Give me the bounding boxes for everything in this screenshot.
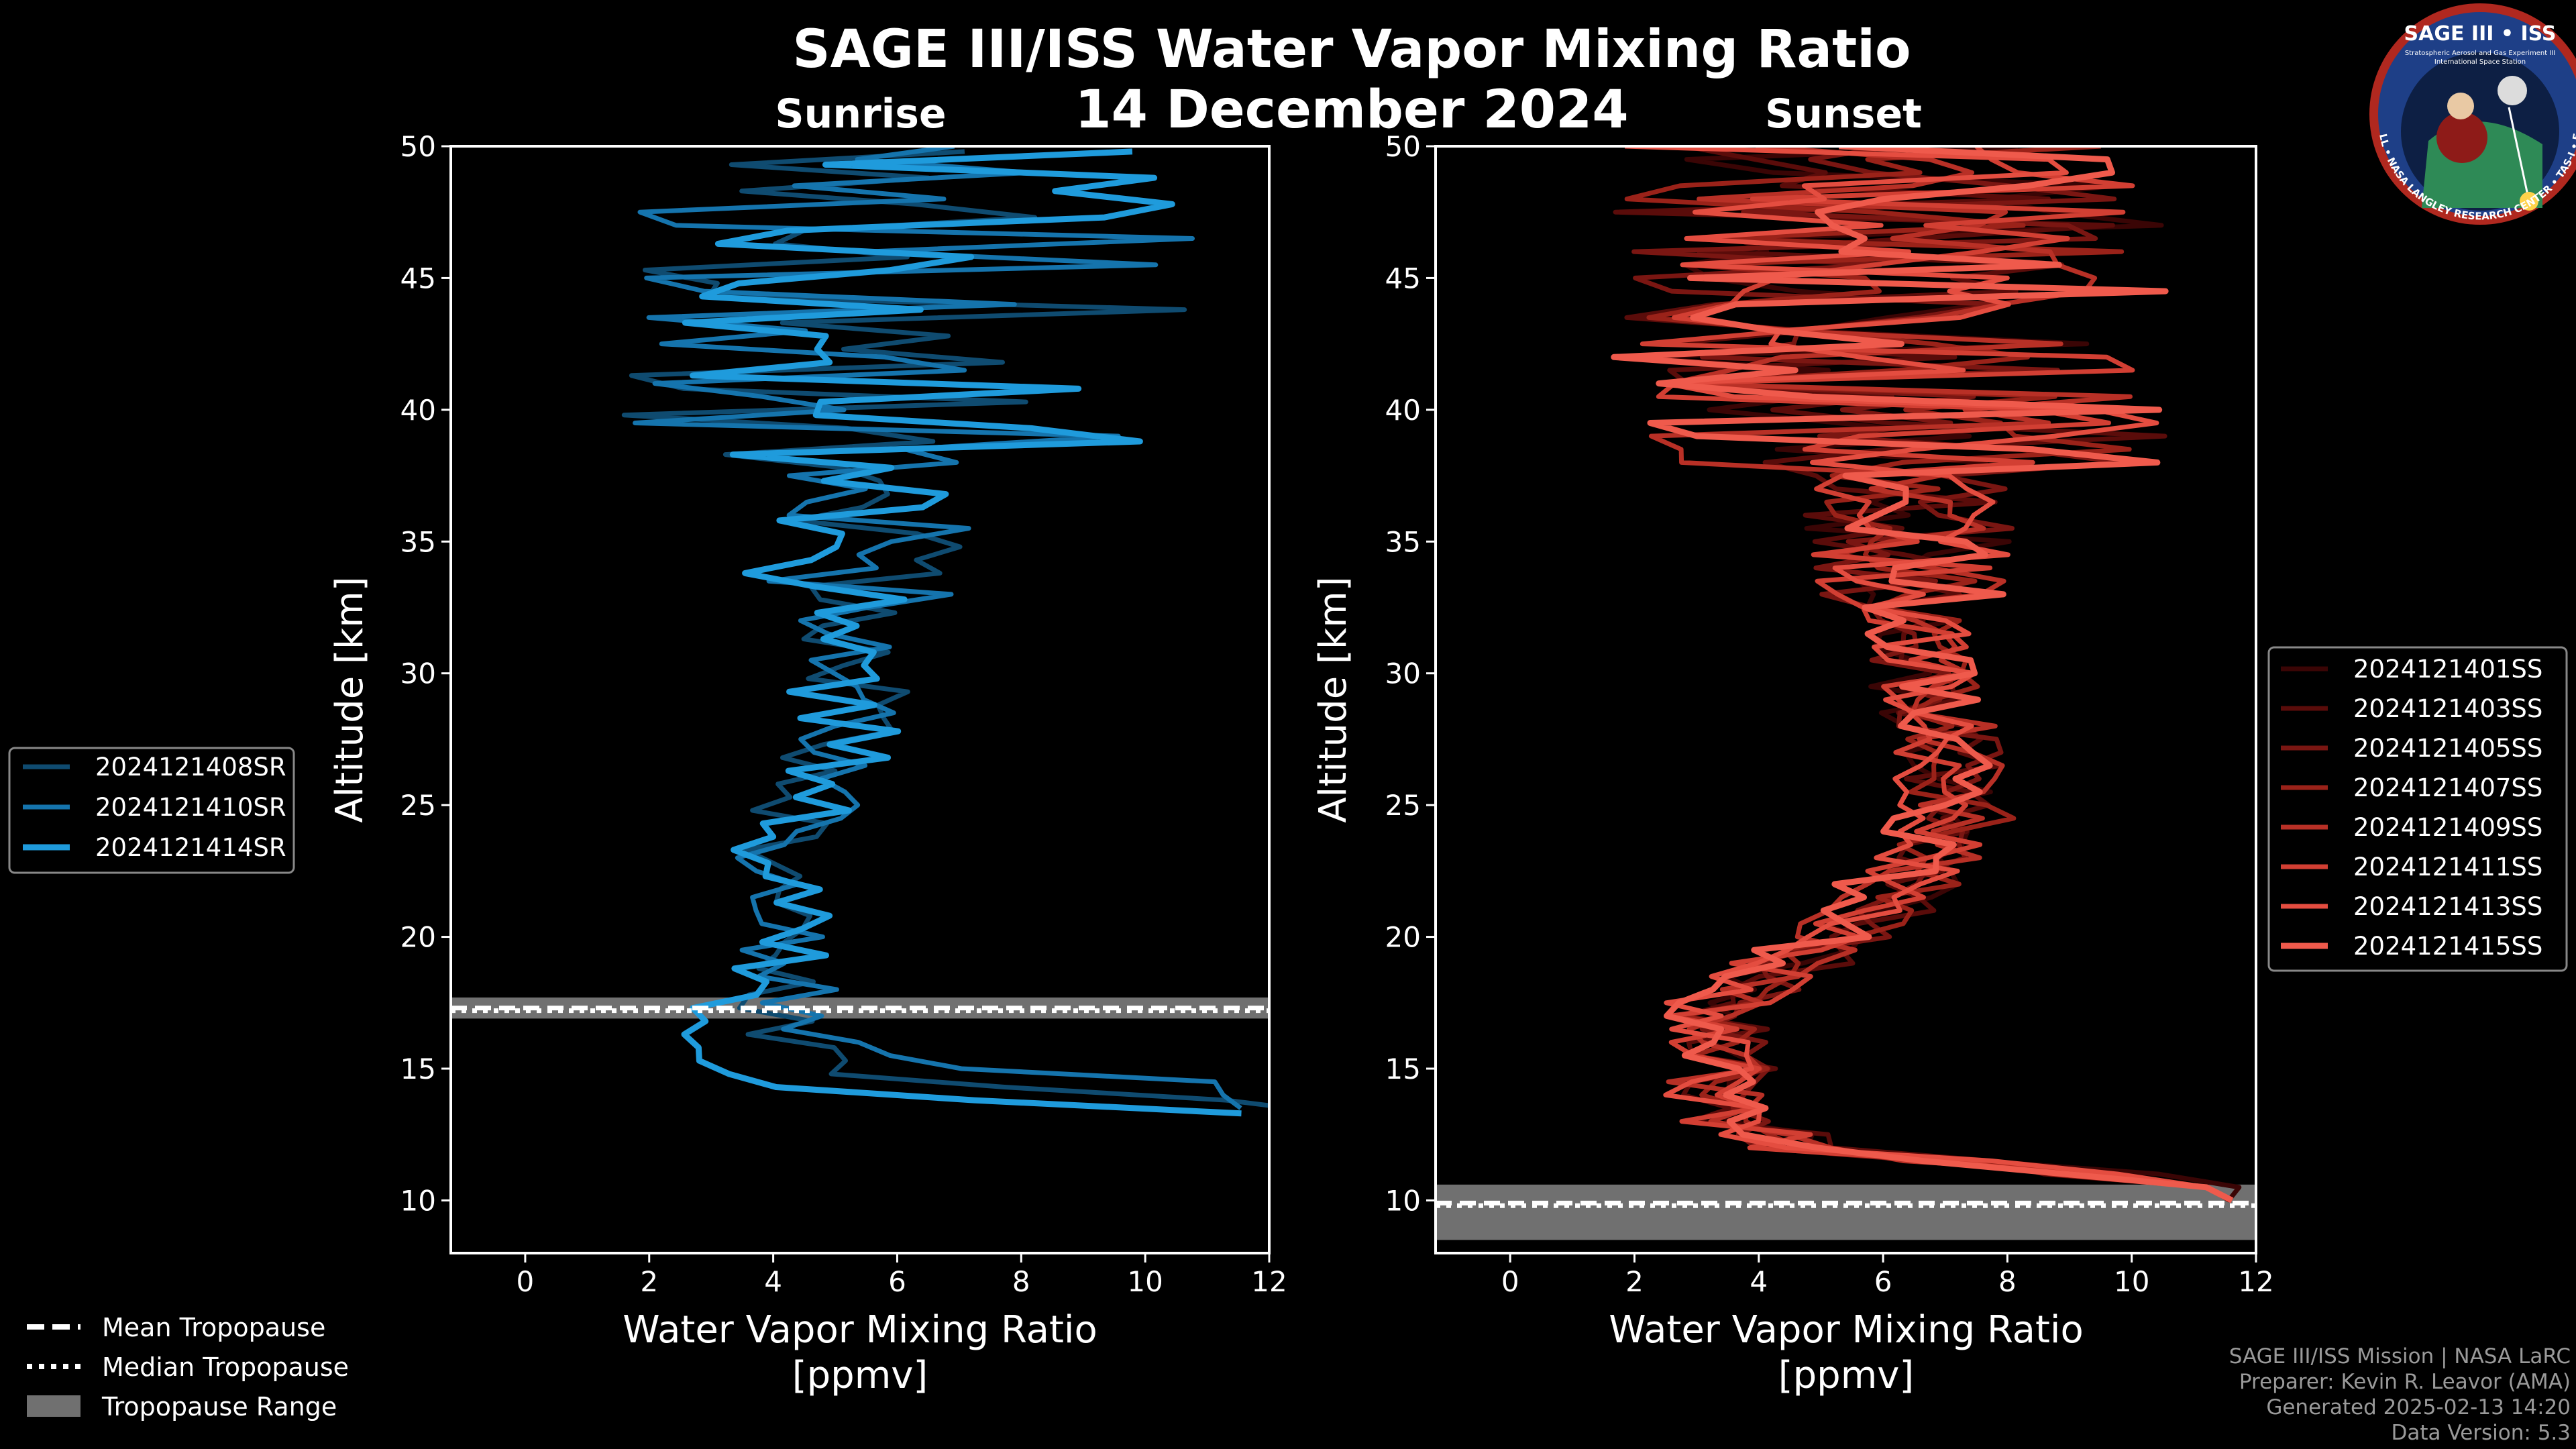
y-tick-label: 45 [1385, 262, 1421, 294]
legend-label-2024121413SS: 2024121413SS [2353, 892, 2542, 921]
series-line-2024121415SS [1611, 146, 2234, 1203]
mean-tropopause-label: Mean Tropopause [102, 1313, 325, 1342]
y-tick-label: 35 [400, 525, 436, 558]
x-tick-label: 0 [517, 1265, 535, 1298]
sunrise-axes-frame [449, 145, 1271, 1254]
y-tick-label: 30 [1385, 657, 1421, 690]
y-tick-label: 35 [1385, 525, 1421, 558]
y-tick-label: 40 [400, 394, 436, 427]
legend-label-2024121407SS: 2024121407SS [2353, 773, 2542, 802]
logo-name: SAGE III • ISS [2404, 22, 2557, 46]
legend-label-2024121408SR: 2024121408SR [95, 753, 286, 782]
tropopause-range-label: Tropopause Range [101, 1392, 337, 1421]
sunrise-x-axis-label: Water Vapor Mixing Ratio [623, 1308, 1097, 1352]
y-tick-label: 25 [400, 789, 436, 822]
y-tick-label: 15 [1385, 1053, 1421, 1085]
legend-label-2024121403SS: 2024121403SS [2353, 694, 2542, 723]
x-tick-label: 0 [1501, 1265, 1519, 1298]
x-tick-label: 12 [2238, 1265, 2273, 1298]
y-tick-label: 15 [400, 1053, 436, 1085]
sunrise-x-axis-unit: [ppmv] [792, 1354, 928, 1397]
figure-date: 14 December 2024 [1075, 80, 1628, 140]
sunrise-panel-title: Sunrise [775, 91, 946, 138]
y-tick-label: 20 [1385, 921, 1421, 954]
legend-label-2024121410SR: 2024121410SR [95, 793, 286, 822]
y-tick-label: 40 [1385, 394, 1421, 427]
x-tick-label: 8 [1012, 1265, 1030, 1298]
y-tick-label: 10 [1385, 1184, 1421, 1217]
figure-title: SAGE III/ISS Water Vapor Mixing Ratio [792, 19, 1911, 80]
x-tick-label: 2 [640, 1265, 658, 1298]
x-tick-label: 12 [1251, 1265, 1287, 1298]
y-tick-label: 50 [400, 130, 436, 163]
legend-label-2024121411SS: 2024121411SS [2353, 853, 2542, 881]
x-tick-label: 4 [1750, 1265, 1768, 1298]
x-tick-label: 6 [1874, 1265, 1892, 1298]
legend-label-2024121414SR: 2024121414SR [95, 833, 286, 862]
median-tropopause-label: Median Tropopause [102, 1352, 349, 1382]
sunset-chart: 0 2 4 6 8 10 12 10 15 20 25 30 35 40 45 50 Altitude [km… [1311, 130, 2274, 1397]
y-tick-label: 25 [1385, 789, 1421, 822]
sunrise-chart: 0 2 4 6 8 10 12 10 15 20 25 30 35 40 45 50 Altitude [km… [328, 130, 1287, 1397]
credit-preparer: Preparer: Kevin R. Leavor (AMA) [2239, 1370, 2571, 1394]
y-tick-label: 50 [1385, 130, 1421, 163]
series-line-2024121408SR [621, 149, 1269, 1108]
legend-label-2024121409SS: 2024121409SS [2353, 813, 2542, 842]
sunset-x-axis-label: Water Vapor Mixing Ratio [1609, 1308, 2083, 1352]
sunset-legend: 2024121401SS 2024121403SS 2024121405SS 2024… [2267, 646, 2568, 972]
sunset-y-axis-label: Altitude [km] [1311, 576, 1355, 822]
legend-label-2024121415SS: 2024121415SS [2353, 932, 2542, 961]
sunset-x-axis-unit: [ppmv] [1778, 1354, 1914, 1397]
series-line-2024121414SR [681, 148, 1242, 1117]
y-tick-label: 20 [400, 921, 436, 954]
sunrise-y-axis-label: Altitude [km] [328, 576, 372, 822]
x-tick-label: 4 [764, 1265, 782, 1298]
credit-generated: Generated 2025-02-13 14:20 [2266, 1395, 2571, 1419]
tropopause-legend: Mean Tropopause Median Tropopause Tropop… [27, 1313, 349, 1421]
y-tick-label: 30 [400, 657, 436, 690]
sunset-axes-frame [1434, 145, 2257, 1254]
tropopause-range-band [1436, 1184, 2256, 1240]
x-tick-label: 6 [888, 1265, 906, 1298]
sunset-panel-title: Sunset [1765, 91, 1922, 138]
tropopause-range-swatch [27, 1395, 80, 1417]
legend-label-2024121401SS: 2024121401SS [2353, 655, 2542, 684]
y-tick-label: 45 [400, 262, 436, 294]
x-tick-label: 10 [1127, 1265, 1163, 1298]
logo-subtitle-2: International Space Station [2434, 58, 2526, 66]
sunrise-legend: 2024121408SR 2024121410SR 2024121414SR [8, 747, 295, 874]
x-tick-label: 2 [1625, 1265, 1644, 1298]
credit-mission: SAGE III/ISS Mission | NASA LaRC [2229, 1344, 2571, 1368]
y-tick-label: 10 [400, 1184, 436, 1217]
x-tick-label: 10 [2114, 1265, 2149, 1298]
credit-data-version: Data Version: 5.3 [2391, 1421, 2571, 1445]
legend-label-2024121405SS: 2024121405SS [2353, 734, 2542, 763]
x-tick-label: 8 [1998, 1265, 2017, 1298]
logo-subtitle: Stratospheric Aerosol and Gas Experiment… [2405, 50, 2555, 57]
series-line-2024121410SR [633, 146, 1242, 1110]
